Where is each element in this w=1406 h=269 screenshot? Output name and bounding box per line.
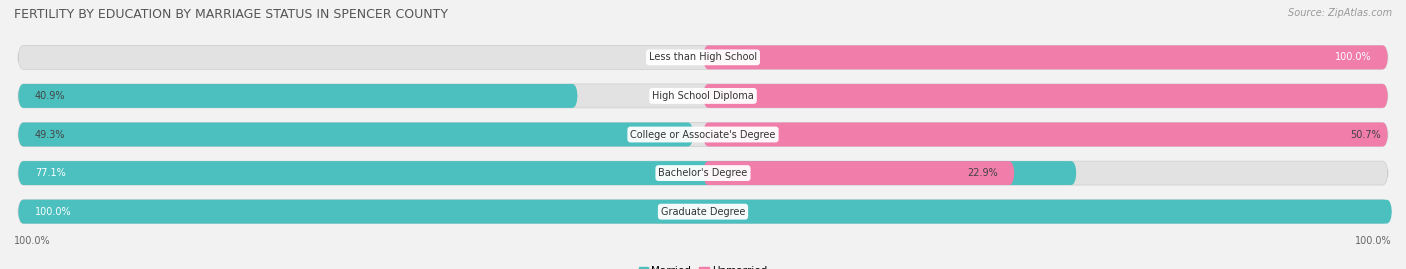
Text: 100.0%: 100.0% [35, 207, 72, 217]
Text: Bachelor's Degree: Bachelor's Degree [658, 168, 748, 178]
Text: 40.9%: 40.9% [35, 91, 65, 101]
Text: 77.1%: 77.1% [35, 168, 66, 178]
Text: 100.0%: 100.0% [1355, 236, 1392, 246]
FancyBboxPatch shape [18, 123, 1388, 146]
Text: 22.9%: 22.9% [967, 168, 998, 178]
FancyBboxPatch shape [18, 161, 1077, 185]
FancyBboxPatch shape [703, 161, 1014, 185]
Text: High School Diploma: High School Diploma [652, 91, 754, 101]
Text: Source: ZipAtlas.com: Source: ZipAtlas.com [1288, 8, 1392, 18]
FancyBboxPatch shape [18, 161, 1388, 185]
Text: FERTILITY BY EDUCATION BY MARRIAGE STATUS IN SPENCER COUNTY: FERTILITY BY EDUCATION BY MARRIAGE STATU… [14, 8, 449, 21]
Legend: Married, Unmarried: Married, Unmarried [638, 267, 768, 269]
Text: 50.7%: 50.7% [1350, 129, 1381, 140]
FancyBboxPatch shape [703, 45, 1388, 69]
Text: Graduate Degree: Graduate Degree [661, 207, 745, 217]
FancyBboxPatch shape [18, 84, 578, 108]
Text: 100.0%: 100.0% [1334, 52, 1371, 62]
Text: Less than High School: Less than High School [650, 52, 756, 62]
FancyBboxPatch shape [18, 123, 693, 146]
FancyBboxPatch shape [703, 123, 1388, 146]
FancyBboxPatch shape [18, 200, 1388, 224]
FancyBboxPatch shape [18, 200, 1392, 224]
Text: 100.0%: 100.0% [14, 236, 51, 246]
FancyBboxPatch shape [18, 84, 1388, 108]
Text: College or Associate's Degree: College or Associate's Degree [630, 129, 776, 140]
Text: 49.3%: 49.3% [35, 129, 65, 140]
FancyBboxPatch shape [703, 84, 1388, 108]
FancyBboxPatch shape [18, 45, 1388, 69]
